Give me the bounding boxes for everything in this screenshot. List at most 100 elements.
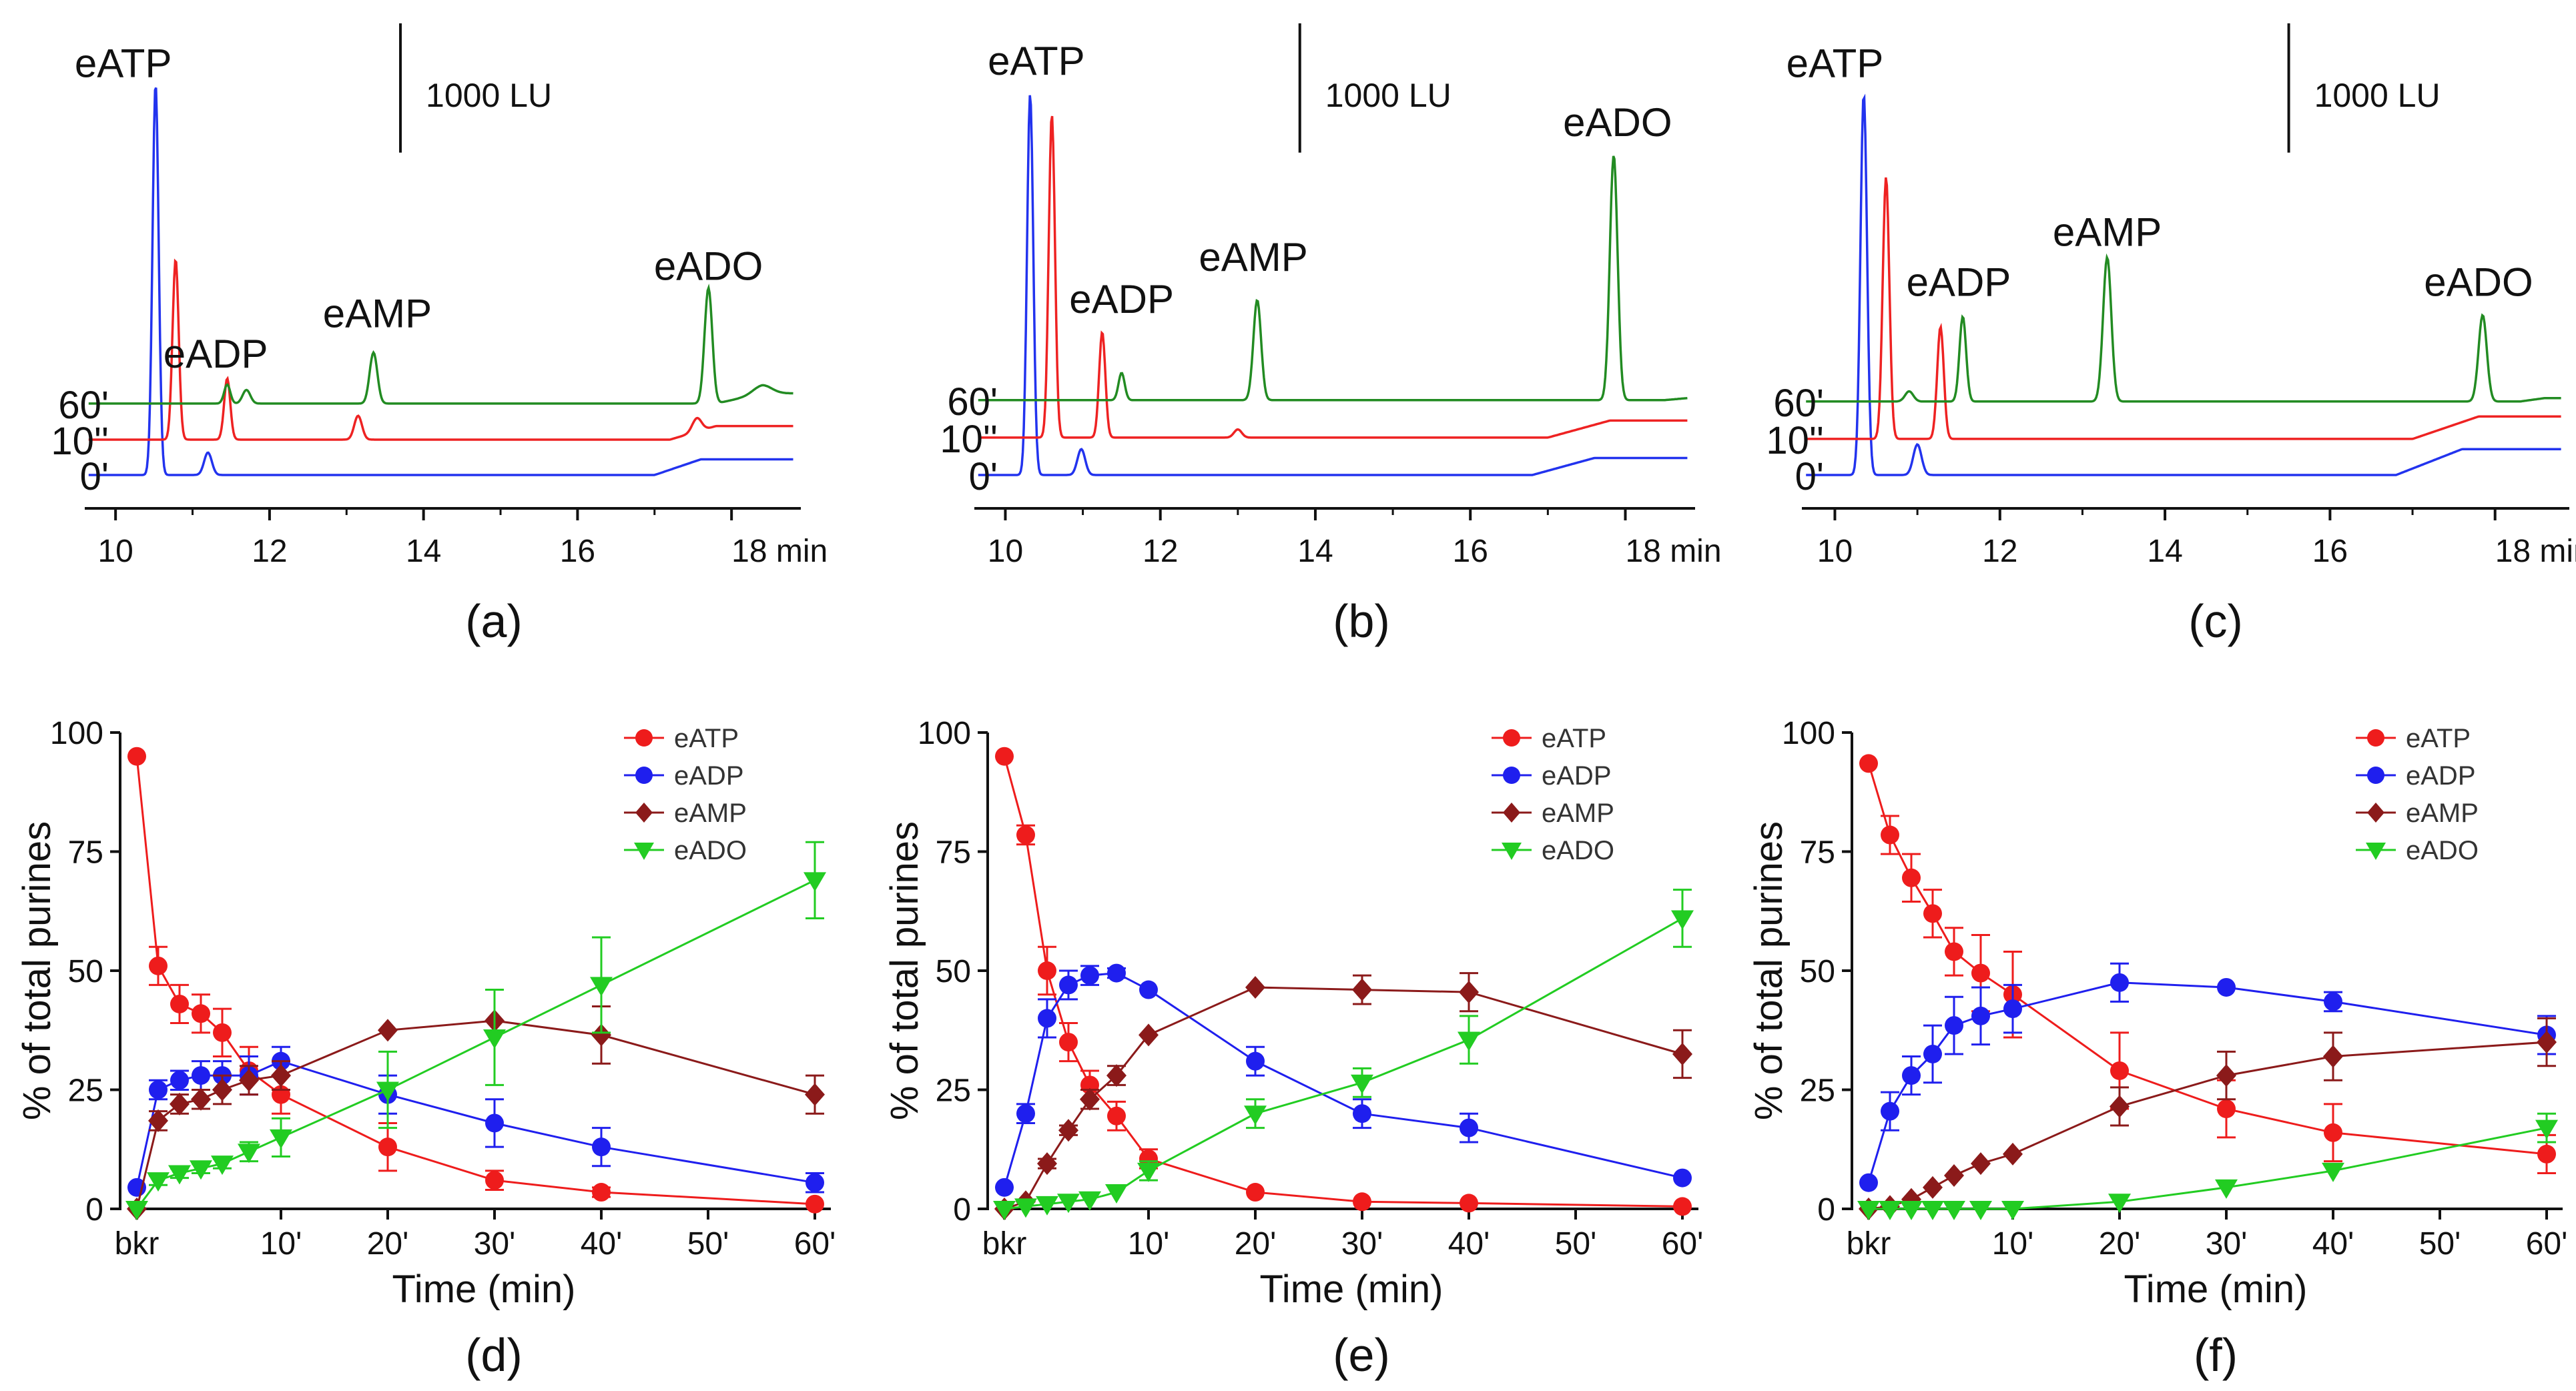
y-axis-title: % of total purines <box>883 821 926 1120</box>
series-eADP <box>1859 962 2556 1192</box>
data-point <box>1971 963 1990 983</box>
legend-label: eADP <box>674 761 744 791</box>
data-point <box>1902 868 1921 887</box>
legend-label: eADP <box>2406 761 2476 791</box>
data-point <box>591 1023 611 1047</box>
data-point <box>1672 1042 1692 1065</box>
x-tick-label: 50' <box>687 1226 729 1262</box>
legend-label: eATP <box>1542 724 1606 753</box>
y-tick-label: 75 <box>936 835 971 871</box>
legend-entry-eADP: eADP <box>624 761 744 791</box>
trace-label: 10'' <box>940 418 998 461</box>
data-point <box>1016 1104 1035 1123</box>
trace-0min <box>978 95 1688 476</box>
data-point <box>1038 1009 1056 1028</box>
data-point <box>805 1083 825 1106</box>
legend-marker <box>2367 803 2384 823</box>
timecourse-panel-1: 0 25 50 75 100 bkr 10' 20' 30' 40' 50' 60' Time (min… <box>15 716 836 1311</box>
trace-label: 10'' <box>51 420 109 463</box>
data-point <box>1036 1196 1058 1216</box>
x-tick-label: 10 <box>988 534 1023 569</box>
data-point <box>2110 1095 2130 1118</box>
data-point <box>1923 1044 1942 1063</box>
data-point <box>1106 1064 1126 1087</box>
legend-entry-eATP: eATP <box>1492 724 1606 753</box>
x-tick-label: 60' <box>2526 1226 2568 1262</box>
x-tick-label: 18 min <box>1625 534 1721 569</box>
peak-label-eADP: eADP <box>1069 277 1174 322</box>
data-point <box>212 1078 232 1101</box>
legend-entry-eAMP: eAMP <box>624 799 747 828</box>
data-point <box>213 1023 232 1042</box>
x-axis-title: Time (min) <box>1260 1268 1443 1311</box>
legend-entry-eADO: eADO <box>624 836 747 865</box>
y-tick-label: 25 <box>936 1073 971 1109</box>
data-point <box>592 1183 611 1202</box>
legend-marker <box>1503 729 1520 747</box>
data-point <box>1058 1119 1078 1142</box>
data-point <box>1900 1201 1923 1220</box>
peak-label-eADO: eADO <box>1563 100 1672 145</box>
data-point <box>1857 1201 1880 1220</box>
data-point <box>170 1092 190 1115</box>
legend-entry-eADO: eADO <box>1492 836 1614 865</box>
peak-label-eATP: eATP <box>1787 41 1884 85</box>
data-point <box>190 1160 212 1180</box>
data-point <box>2216 1064 2236 1087</box>
y-axis-title: % of total purines <box>1747 821 1791 1120</box>
data-point <box>1139 1023 1159 1047</box>
legend-entry-eAMP: eAMP <box>2356 799 2479 828</box>
scale-bar-label: 1000 LU <box>426 77 552 114</box>
trace-label: 60' <box>1773 382 1824 425</box>
data-point <box>2108 1194 2131 1214</box>
x-tick-label: 14 <box>406 534 441 569</box>
chromatogram-panel-1: 10 12 14 16 18 min 0'10''60' 1000 LU eATP eADP eA… <box>51 23 828 569</box>
data-point <box>2322 1162 2344 1182</box>
legend-label: eATP <box>2406 724 2471 753</box>
trace-0min <box>88 87 793 476</box>
peak-label-eADP: eADP <box>164 332 268 376</box>
data-point <box>806 1194 824 1214</box>
data-point <box>1881 1101 1899 1121</box>
peak-label-eADO: eADO <box>654 244 763 288</box>
data-point <box>485 1171 504 1190</box>
y-tick-label: 50 <box>68 954 103 989</box>
data-point <box>2217 1099 2236 1119</box>
data-point <box>1016 825 1035 845</box>
timecourse-panel-2: 0 25 50 75 100 bkr 10' 20' 30' 40' 50' 60' Time (min… <box>883 716 1703 1311</box>
x-tick-label: 18 min <box>731 534 828 569</box>
data-point <box>376 1081 399 1101</box>
legend-marker <box>634 843 654 860</box>
legend-label: eADO <box>674 836 747 865</box>
data-point <box>2537 1144 2556 1164</box>
data-point <box>1351 1074 1373 1094</box>
peak-label-eATP: eATP <box>75 41 172 85</box>
data-point <box>1038 961 1056 980</box>
peak-label-eATP: eATP <box>988 39 1085 83</box>
data-point <box>1673 1168 1692 1188</box>
x-tick-label: 20' <box>1235 1226 1277 1262</box>
peak-label-eAMP: eAMP <box>2053 209 2162 254</box>
x-tick-label: 30' <box>1341 1226 1383 1262</box>
data-point <box>1921 1201 1944 1220</box>
data-point <box>2003 999 2022 1019</box>
trace-label: 0' <box>969 455 998 498</box>
data-point <box>1673 1197 1692 1216</box>
x-tick-label: 16 <box>1453 534 1488 569</box>
data-point <box>149 956 168 975</box>
x-tick-label: 30' <box>474 1226 516 1262</box>
y-tick-label: 0 <box>1817 1192 1835 1228</box>
x-tick-label: 30' <box>2206 1226 2248 1262</box>
data-point <box>2003 1142 2023 1166</box>
data-point <box>1943 1201 1965 1220</box>
data-point <box>1353 1104 1371 1123</box>
x-tick-label: 10 <box>97 534 133 569</box>
data-point <box>993 1201 1016 1220</box>
data-point <box>148 1109 168 1132</box>
data-point <box>1080 966 1099 985</box>
data-point <box>2110 1061 2129 1080</box>
data-point <box>1671 910 1694 930</box>
data-point <box>2001 1201 2024 1220</box>
data-point <box>1458 1031 1480 1051</box>
y-tick-label: 25 <box>1800 1073 1835 1109</box>
